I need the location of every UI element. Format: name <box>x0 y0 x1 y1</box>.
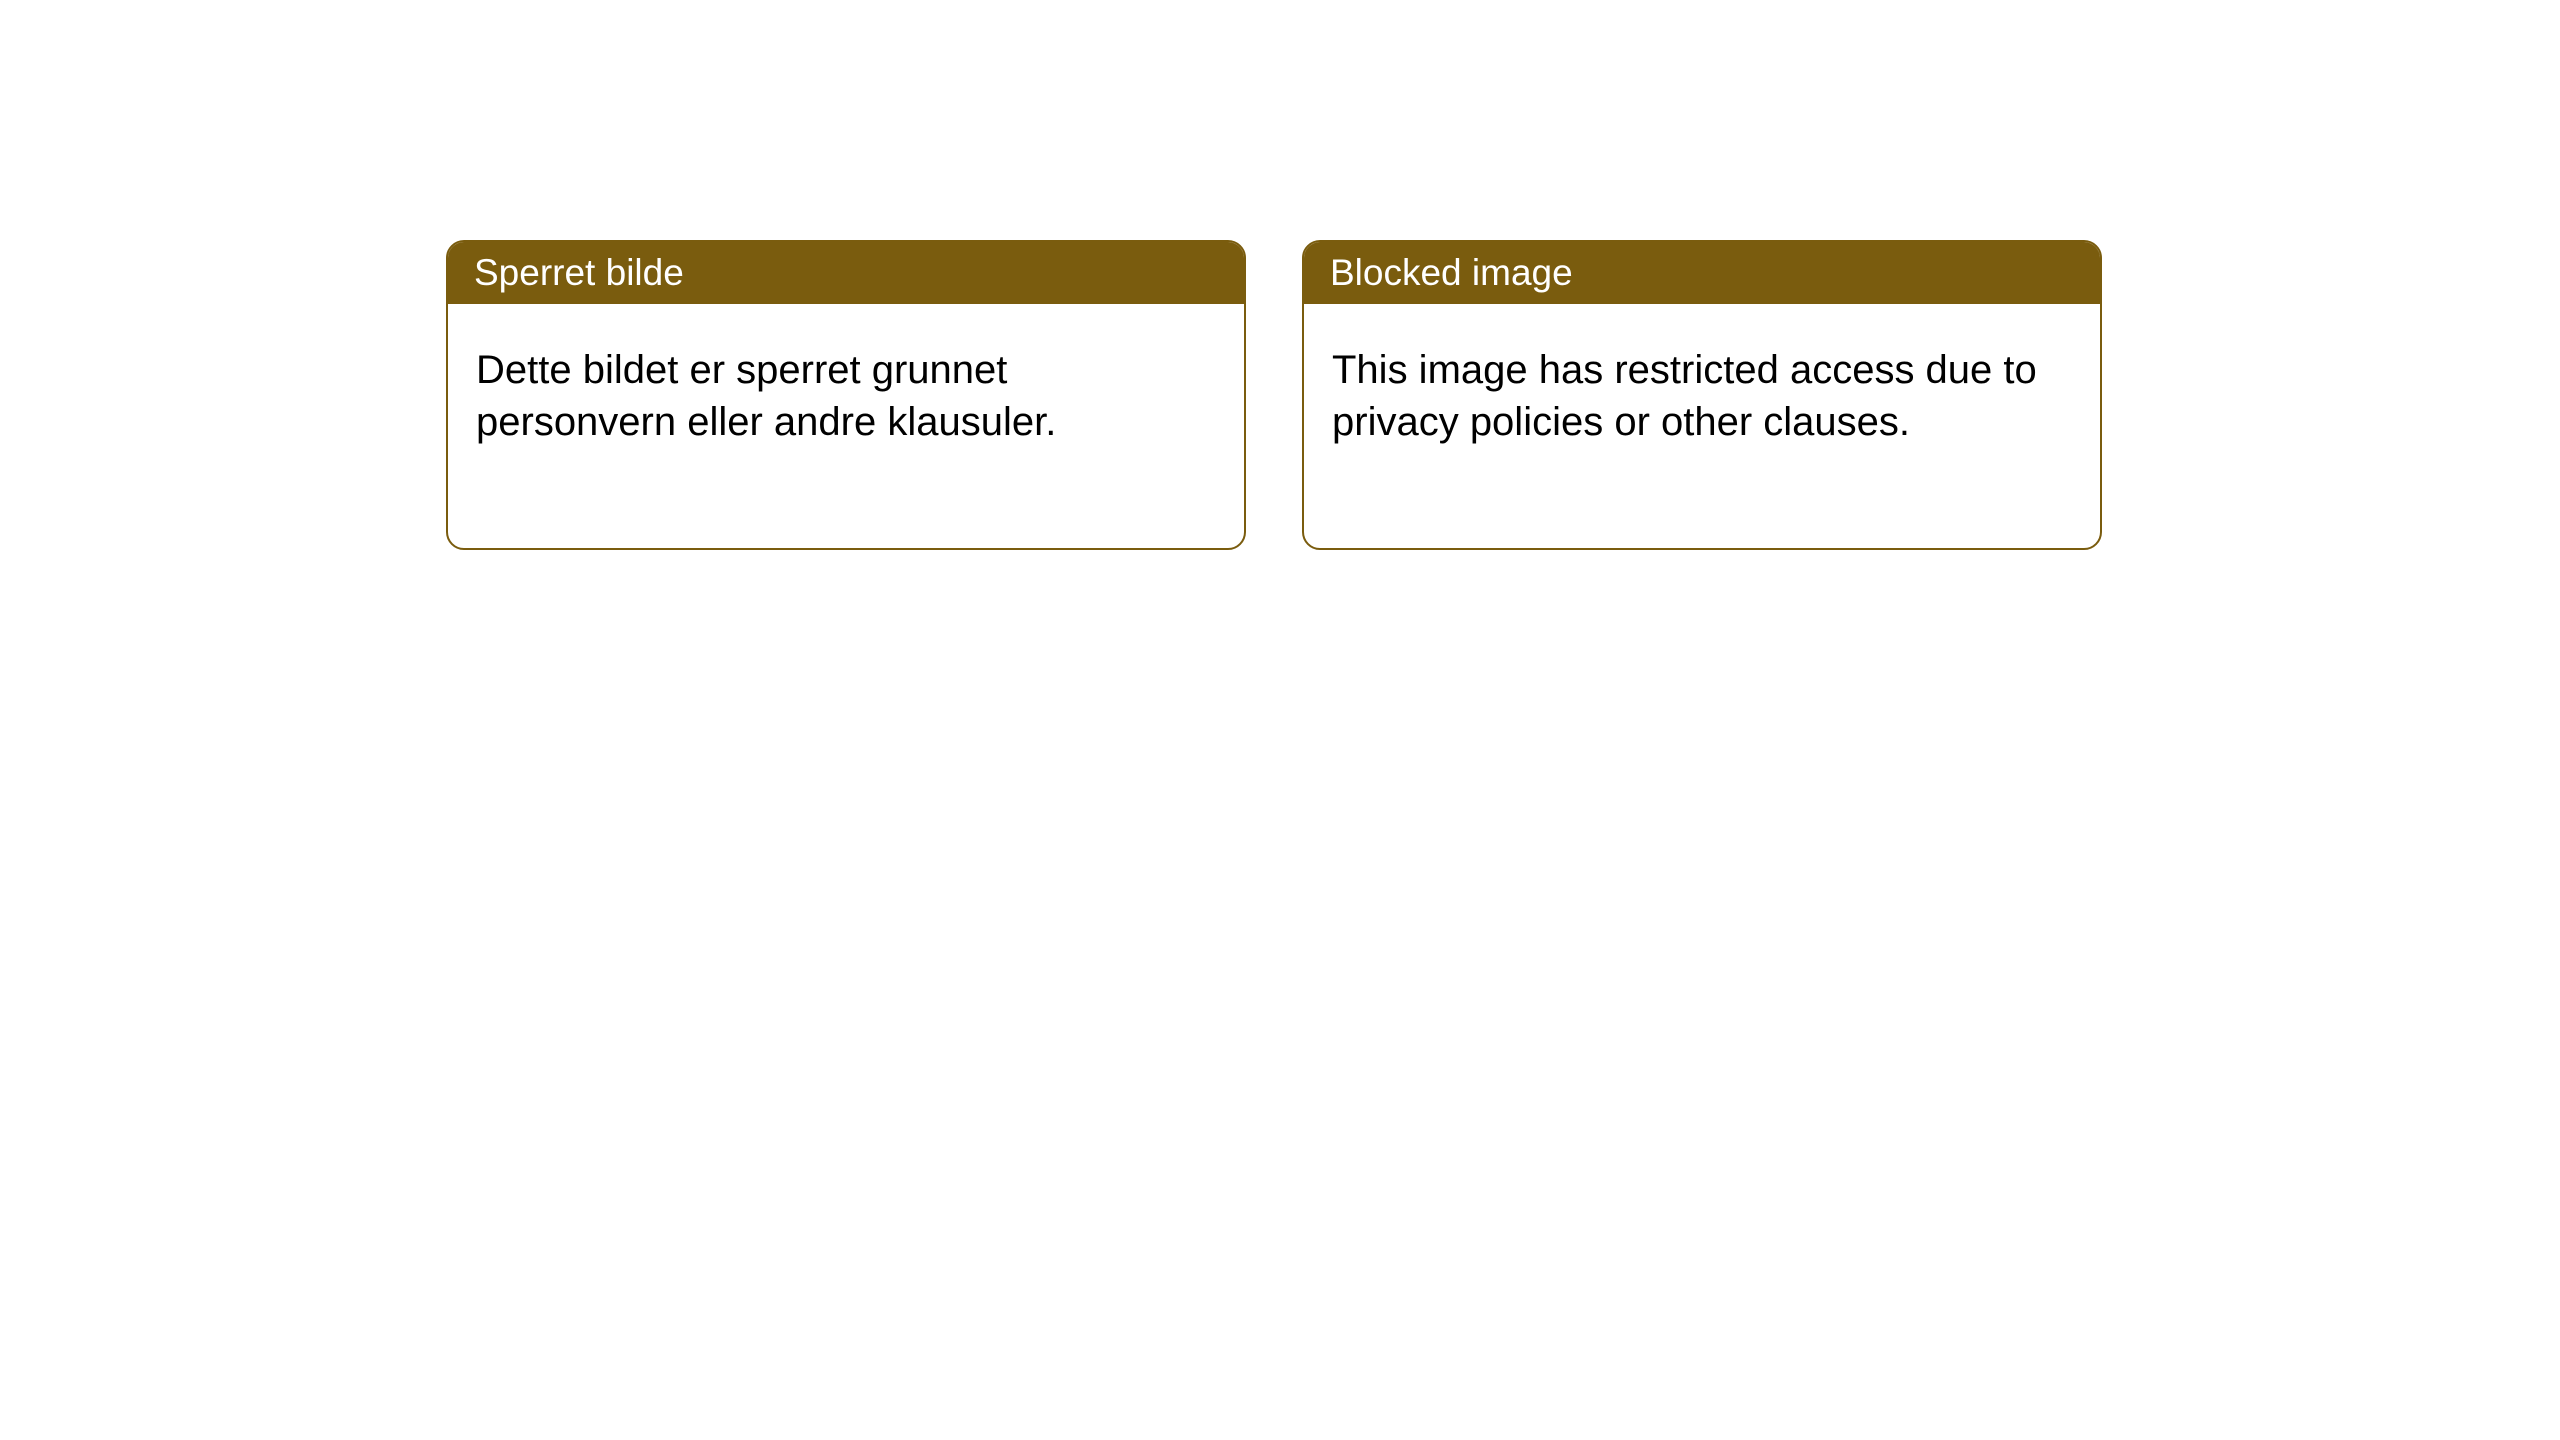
notice-card-norwegian: Sperret bilde Dette bildet er sperret gr… <box>446 240 1246 550</box>
card-title: Blocked image <box>1330 252 1573 293</box>
card-container: Sperret bilde Dette bildet er sperret gr… <box>0 0 2560 550</box>
card-body: This image has restricted access due to … <box>1304 304 2100 548</box>
card-header: Sperret bilde <box>448 242 1244 304</box>
card-header: Blocked image <box>1304 242 2100 304</box>
card-body: Dette bildet er sperret grunnet personve… <box>448 304 1244 548</box>
card-title: Sperret bilde <box>474 252 684 293</box>
card-body-text: This image has restricted access due to … <box>1332 348 2037 444</box>
card-body-text: Dette bildet er sperret grunnet personve… <box>476 348 1056 444</box>
notice-card-english: Blocked image This image has restricted … <box>1302 240 2102 550</box>
